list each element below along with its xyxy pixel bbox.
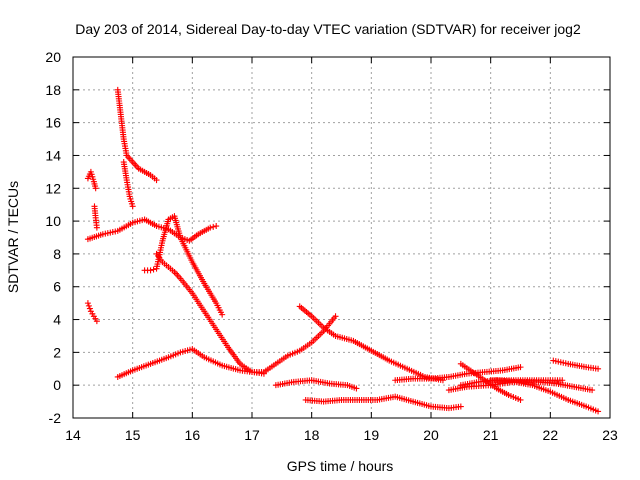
data-point — [595, 365, 602, 372]
data-point — [85, 302, 92, 309]
data-point — [84, 300, 91, 307]
y-tick-label: 16 — [45, 115, 61, 131]
series-trace-3 — [84, 300, 100, 325]
y-tick-label: 6 — [53, 279, 61, 295]
series-trace-18 — [487, 377, 566, 384]
chart-title: Day 203 of 2014, Sidereal Day-to-day VTE… — [75, 21, 581, 37]
data-point — [219, 311, 226, 318]
y-tick-label: 0 — [53, 377, 61, 393]
x-axis-label: GPS time / hours — [287, 458, 394, 474]
data-point — [332, 313, 339, 320]
series-trace-17 — [445, 378, 596, 394]
data-point — [517, 396, 524, 403]
data-point — [86, 305, 93, 312]
series-trace-13 — [302, 393, 464, 412]
y-tick-label: 10 — [45, 213, 61, 229]
series-trace-1 — [84, 168, 99, 192]
data-point — [207, 224, 214, 231]
x-tick-label: 18 — [304, 427, 320, 443]
y-tick-label: -2 — [49, 410, 62, 426]
x-tick-label: 17 — [244, 427, 260, 443]
series-trace-12 — [272, 377, 360, 392]
grid-lines — [73, 57, 610, 418]
x-tick-label: 21 — [483, 427, 499, 443]
series-trace-11 — [296, 303, 446, 384]
x-tick-label: 15 — [125, 427, 141, 443]
data-point — [589, 387, 596, 394]
y-tick-label: 12 — [45, 180, 61, 196]
x-tick-label: 20 — [423, 427, 439, 443]
x-tick-label: 16 — [185, 427, 201, 443]
y-tick-label: 2 — [53, 344, 61, 360]
data-point — [595, 408, 602, 415]
axis-ticks: 14 15 16 17 18 19 20 21 22 23 -2 0 2 4 6 8 10 12 14 16 18 20 — [45, 49, 618, 443]
data-point — [147, 267, 154, 274]
y-tick-label: 20 — [45, 49, 61, 65]
series-trace-9 — [114, 346, 267, 380]
plot-frame — [72, 56, 611, 419]
series-trace-7 — [153, 250, 267, 377]
series-trace-16 — [457, 377, 602, 415]
data-point — [129, 203, 136, 210]
y-tick-label: 4 — [53, 312, 61, 328]
x-tick-label: 23 — [602, 427, 618, 443]
series-trace-10 — [260, 313, 339, 376]
series-trace-5 — [120, 159, 136, 210]
data-point — [517, 364, 524, 371]
data-point — [457, 403, 464, 410]
data-point — [150, 266, 157, 273]
y-tick-label: 14 — [45, 147, 61, 163]
series-trace-8 — [141, 213, 226, 318]
x-tick-label: 14 — [65, 427, 81, 443]
series-trace-19 — [550, 357, 602, 372]
data-point — [559, 377, 566, 384]
y-tick-label: 8 — [53, 246, 61, 262]
series-trace-4 — [114, 86, 160, 184]
series-trace-2 — [91, 203, 100, 231]
series-trace-6 — [84, 216, 220, 244]
x-tick-label: 19 — [364, 427, 380, 443]
data-series — [84, 86, 602, 415]
data-point — [93, 224, 100, 231]
data-point — [210, 223, 217, 230]
y-tick-label: 18 — [45, 82, 61, 98]
data-point — [93, 318, 100, 325]
x-tick-label: 22 — [543, 427, 559, 443]
y-axis-label: SDTVAR / TECUs — [5, 181, 21, 293]
data-point — [92, 185, 99, 192]
series-trace-15 — [457, 360, 524, 403]
data-point — [213, 223, 220, 230]
data-point — [353, 385, 360, 392]
data-point — [153, 177, 160, 184]
